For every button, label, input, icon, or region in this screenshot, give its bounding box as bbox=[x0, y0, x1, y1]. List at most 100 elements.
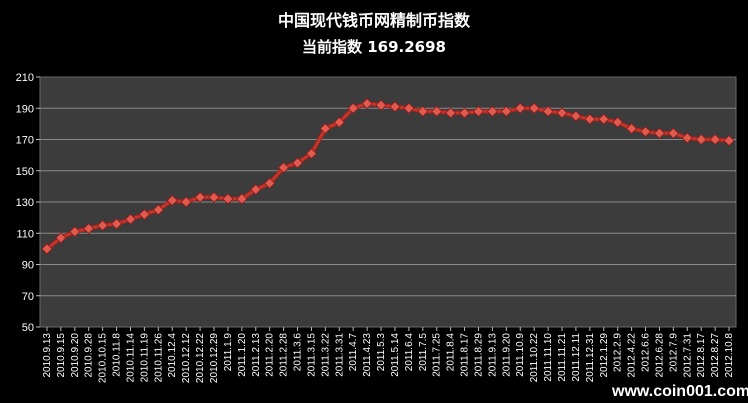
x-tick-label: 2012.7.9 bbox=[668, 333, 679, 372]
x-tick-label: 2011.4.7 bbox=[348, 333, 359, 372]
data-point bbox=[110, 218, 123, 230]
data-point bbox=[319, 122, 331, 135]
x-tick-label: 2011.8.29 bbox=[473, 333, 484, 377]
data-point bbox=[347, 102, 359, 114]
x-tick-label: 2011.5.14 bbox=[390, 333, 401, 377]
x-tick-label: 2011.1.9 bbox=[223, 333, 234, 372]
x-tick-label: 2012.7.31 bbox=[682, 333, 693, 378]
data-point bbox=[138, 208, 150, 221]
data-point bbox=[528, 102, 540, 114]
x-tick-label: 2011.8.17 bbox=[460, 333, 471, 377]
x-tick-label: 2011.3.31 bbox=[334, 333, 345, 377]
data-point bbox=[598, 113, 610, 125]
data-point bbox=[626, 122, 638, 135]
data-point bbox=[333, 116, 345, 128]
data-point bbox=[291, 157, 304, 169]
x-tick-label: 2010.9.13 bbox=[42, 333, 53, 378]
watermark-text: www.coin001.com bbox=[611, 383, 748, 400]
x-tick-label: 2011.11.10 bbox=[543, 333, 554, 382]
data-point bbox=[375, 99, 387, 111]
data-point bbox=[166, 194, 178, 207]
x-tick-label: 2010.9.28 bbox=[84, 333, 95, 378]
data-point bbox=[55, 232, 67, 244]
y-tick-label: 190 bbox=[16, 103, 34, 115]
data-point bbox=[236, 193, 248, 205]
data-point bbox=[69, 226, 81, 238]
x-tick-label: 2011.3.22 bbox=[320, 333, 331, 377]
data-point bbox=[723, 135, 735, 147]
data-point bbox=[194, 191, 206, 203]
x-tick-label: 2010.12.29 bbox=[209, 333, 220, 383]
data-point bbox=[180, 196, 192, 208]
data-point bbox=[542, 105, 554, 117]
x-tick-label: 2010.11.19 bbox=[139, 333, 150, 383]
x-tick-label: 2011.3.15 bbox=[306, 333, 317, 377]
data-point bbox=[222, 193, 234, 205]
x-tick-label: 2010.11.26 bbox=[153, 333, 164, 383]
data-point bbox=[500, 105, 512, 117]
data-point bbox=[458, 107, 471, 119]
x-tick-label: 2011.7.5 bbox=[418, 333, 429, 372]
y-tick-label: 90 bbox=[22, 260, 34, 272]
data-point bbox=[41, 243, 53, 255]
x-tick-label: 2011.7.25 bbox=[432, 333, 443, 377]
y-axis-ticks: 50 70 90 110 130 150 170 190 210 bbox=[16, 72, 40, 334]
data-point bbox=[695, 133, 707, 146]
x-tick-label: 2011.12.31 bbox=[585, 333, 596, 383]
data-point bbox=[681, 132, 693, 144]
data-point bbox=[431, 105, 443, 117]
x-tick-label: 2010.10.15 bbox=[98, 333, 109, 383]
x-tick-label: 2010.9.15 bbox=[56, 333, 67, 378]
x-tick-label: 2011.9.20 bbox=[501, 333, 512, 377]
data-point bbox=[570, 110, 582, 122]
x-tick-label: 2011.3.6 bbox=[293, 333, 304, 372]
x-tick-label: 2011.8.4 bbox=[446, 333, 457, 372]
x-tick-label: 2010.12.4 bbox=[167, 333, 178, 378]
data-point bbox=[250, 183, 262, 196]
data-point bbox=[667, 127, 679, 139]
data-point bbox=[152, 204, 164, 216]
data-point bbox=[486, 105, 498, 117]
x-tick-label: 2011.11.21 bbox=[557, 333, 568, 382]
data-point bbox=[403, 102, 415, 114]
data-point bbox=[445, 107, 457, 119]
chart-title: 中国现代钱币网精制币指数 bbox=[278, 11, 471, 30]
x-tick-label: 2011.5.3 bbox=[376, 333, 387, 372]
x-tick-label: 2011.2.20 bbox=[265, 333, 276, 377]
x-tick-label: 2010.9.20 bbox=[70, 333, 81, 378]
x-tick-label: 2011.2.13 bbox=[251, 333, 262, 377]
data-point bbox=[514, 102, 526, 114]
data-point bbox=[709, 133, 721, 146]
data-point bbox=[361, 97, 373, 110]
x-tick-label: 2011.10.9 bbox=[515, 333, 526, 377]
y-tick-label: 130 bbox=[16, 197, 34, 209]
x-tick-label: 2012.10.8 bbox=[724, 333, 735, 378]
data-point bbox=[584, 113, 596, 125]
data-point bbox=[639, 126, 652, 138]
data-point bbox=[208, 191, 220, 203]
x-tick-label: 2012.8.27 bbox=[710, 333, 721, 378]
grid-lines bbox=[40, 107, 736, 297]
y-tick-label: 50 bbox=[22, 322, 34, 334]
y-tick-label: 210 bbox=[16, 72, 34, 84]
data-point bbox=[264, 177, 276, 189]
y-tick-label: 170 bbox=[16, 135, 34, 147]
data-point bbox=[124, 213, 137, 225]
x-tick-label: 2011.4.23 bbox=[362, 333, 373, 377]
y-tick-label: 70 bbox=[22, 291, 34, 303]
x-tick-label: 2012.2.9 bbox=[613, 333, 624, 372]
x-tick-label: 2011.9.13 bbox=[487, 333, 498, 377]
x-tick-label: 2011.1.20 bbox=[237, 333, 248, 377]
y-tick-label: 150 bbox=[16, 166, 34, 178]
data-point bbox=[97, 219, 109, 232]
data-point bbox=[556, 107, 568, 119]
x-tick-label: 2010.11.8 bbox=[112, 333, 123, 377]
x-tick-label: 2011.12.11 bbox=[571, 333, 582, 382]
x-tick-label: 2010.12.22 bbox=[195, 333, 206, 383]
x-tick-label: 2012.1.29 bbox=[599, 333, 610, 378]
data-point bbox=[305, 147, 318, 160]
x-axis-ticks: 2010.9.13 2010.9.15 2010.9.20 2010.9.28 2010… bbox=[42, 327, 735, 383]
x-tick-label: 2010.11.14 bbox=[125, 333, 136, 383]
x-tick-label: 2012.6.6 bbox=[641, 333, 652, 372]
